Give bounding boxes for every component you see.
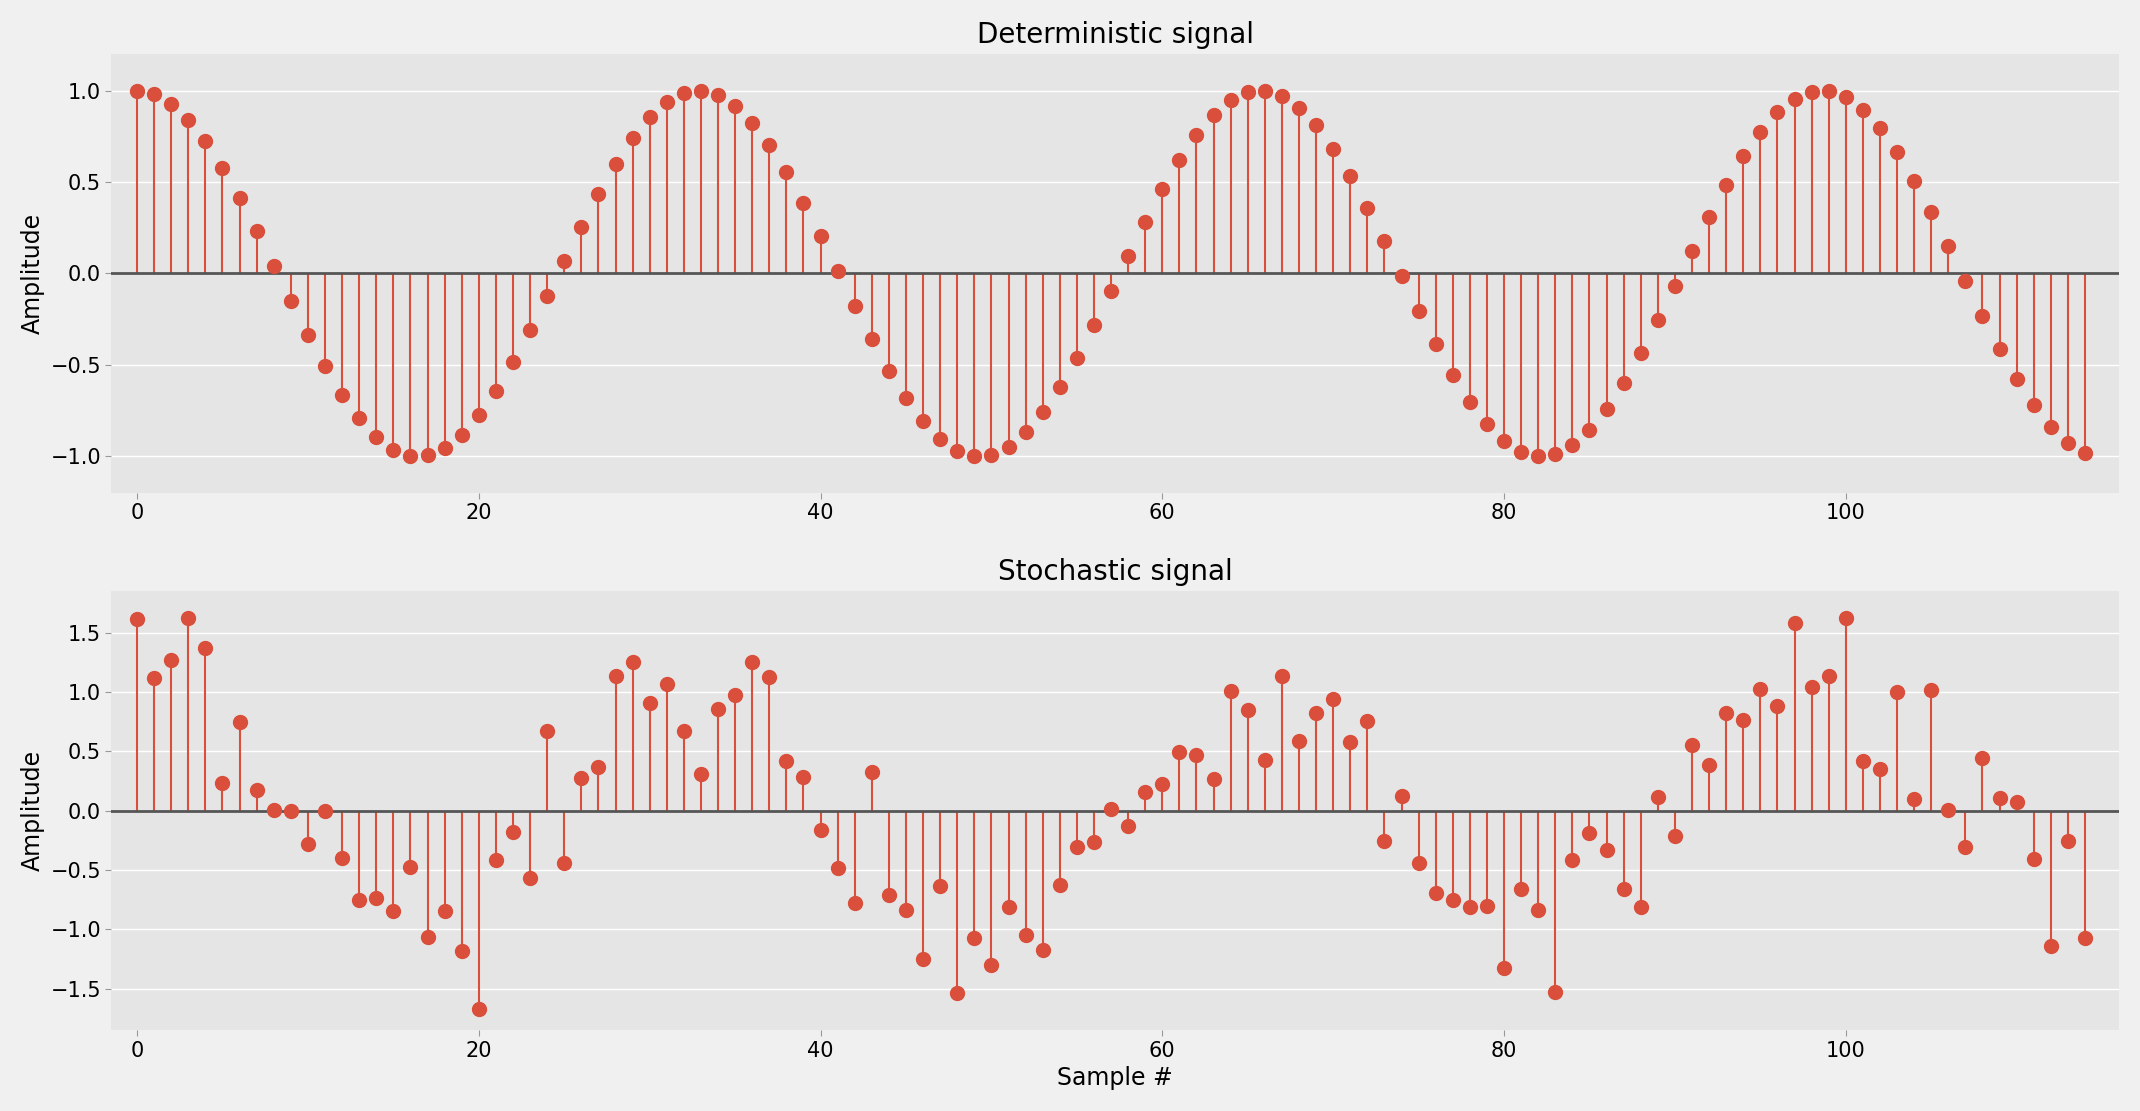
Title: Deterministic signal: Deterministic signal — [976, 21, 1254, 49]
X-axis label: Sample #: Sample # — [1057, 1067, 1173, 1090]
Y-axis label: Amplitude: Amplitude — [21, 213, 45, 334]
Title: Stochastic signal: Stochastic signal — [997, 558, 1233, 587]
Y-axis label: Amplitude: Amplitude — [21, 750, 45, 871]
